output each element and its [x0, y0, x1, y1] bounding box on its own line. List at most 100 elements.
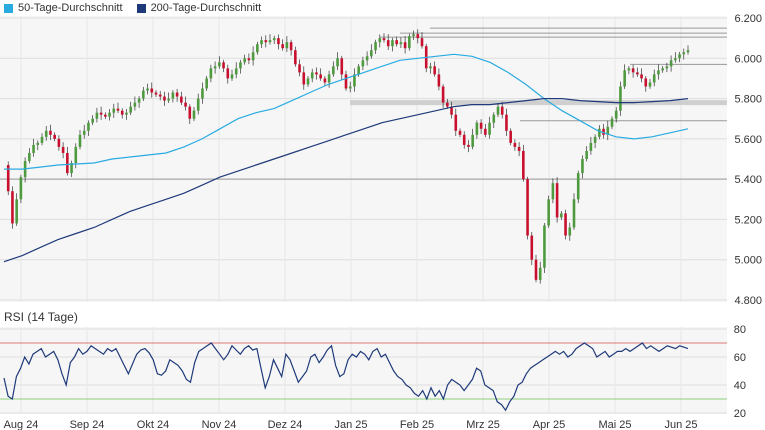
candle-up [496, 106, 500, 115]
x-tick-label: Feb 25 [400, 419, 434, 430]
candle-up [678, 54, 681, 59]
candle-down [61, 146, 65, 153]
candle-up [361, 60, 365, 67]
candle-down [154, 92, 158, 95]
rsi-series [0, 342, 727, 412]
x-tick-label: Aug 24 [4, 419, 39, 430]
rsi-y-tick-label: 20 [734, 408, 746, 420]
candle-up [547, 199, 550, 226]
candle-down [180, 96, 183, 103]
candle-down [530, 235, 534, 260]
candle-down [120, 110, 124, 115]
candle-up [661, 68, 664, 71]
candle-down [446, 102, 449, 107]
candle-up [239, 62, 242, 69]
candle-down [298, 64, 301, 73]
candle-down [340, 58, 344, 75]
candle-up [614, 110, 618, 119]
candle-up [682, 52, 686, 55]
candle-up [327, 74, 331, 83]
candle-up [610, 118, 614, 127]
y-tick-label: 6.000 [734, 53, 762, 65]
candle-down [433, 66, 436, 75]
candle-down [319, 74, 322, 79]
x-tick-label: Okt 24 [137, 419, 169, 430]
candle-up [209, 68, 213, 79]
candle-up [412, 34, 415, 37]
candle-down [467, 144, 470, 147]
candle-down [49, 130, 52, 135]
candle-up [471, 134, 474, 147]
candlestick-series [6, 29, 690, 284]
candle-up [32, 144, 35, 153]
candle-down [602, 128, 605, 135]
legend-item-sma50[interactable]: 50-Tage-Durchschnitt [4, 2, 123, 14]
candle-up [576, 173, 580, 200]
candle-down [315, 72, 318, 75]
candle-down [289, 42, 293, 51]
candle-up [213, 66, 217, 69]
candle-up [306, 78, 310, 85]
candle-down [420, 38, 424, 47]
candle-up [36, 142, 40, 145]
candle-up [332, 66, 335, 75]
candle-up [589, 142, 593, 151]
candle-down [450, 106, 453, 115]
candle-up [572, 199, 576, 228]
candle-down [116, 108, 120, 111]
legend-item-sma200[interactable]: 200-Tage-Durchschnitt [136, 2, 262, 14]
candle-up [538, 267, 542, 280]
candle-up [348, 86, 352, 89]
legend-swatch-sma50 [4, 3, 13, 13]
candle-down [281, 44, 284, 49]
rsi-panel-title: RSI (14 Tage) [4, 310, 78, 324]
candle-up [142, 90, 145, 99]
candle-down [188, 106, 192, 119]
candle-down [277, 38, 280, 45]
candle-up [674, 58, 677, 61]
candle-down [323, 78, 327, 83]
candle-down [564, 213, 567, 236]
candle-up [230, 74, 234, 79]
candle-up [657, 70, 660, 75]
candle-up [429, 66, 432, 69]
candle-up [251, 52, 255, 61]
candle-down [66, 152, 69, 174]
candle-up [669, 60, 673, 67]
candle-down [454, 114, 458, 131]
y-tick-label: 5.600 [734, 134, 762, 146]
candle-up [408, 36, 411, 49]
y-tick-label: 6.200 [734, 13, 762, 25]
legend-swatch-sma200 [136, 3, 146, 13]
candle-down [522, 150, 525, 180]
x-axis-labels: Aug 24 Sep 24 Okt 24 Nov 24 Dez 24 Jan 25 Feb … [4, 419, 698, 430]
candle-down [184, 102, 187, 107]
legend-label-sma200: 200-Tage-Durchschnitt [150, 2, 262, 14]
candle-up [568, 227, 572, 236]
candle-down [636, 72, 639, 75]
candle-up [399, 42, 403, 45]
candle-up [391, 40, 394, 47]
candle-down [344, 74, 348, 89]
candle-down [175, 92, 179, 97]
candle-up [167, 98, 170, 101]
candle-up [581, 159, 584, 174]
chart-legend: 50-Tage-Durchschnitt 200-Tage-Durchschni… [4, 1, 261, 15]
horizontal-levels [0, 27, 727, 180]
candle-up [365, 56, 369, 61]
candle-up [78, 134, 82, 147]
candle-up [560, 213, 563, 218]
x-tick-label: Dez 24 [268, 419, 303, 430]
candle-down [479, 122, 483, 129]
candle-up [606, 126, 610, 135]
candle-up [256, 44, 259, 53]
candle-down [513, 142, 517, 147]
candle-up [543, 225, 546, 268]
y-tick-label: 5.800 [734, 94, 762, 106]
candle-down [640, 74, 643, 79]
candle-up [218, 62, 221, 67]
candle-down [416, 34, 420, 39]
candle-up [593, 136, 597, 143]
x-tick-label: Jun 25 [664, 419, 697, 430]
price-panel-bg [0, 16, 727, 302]
